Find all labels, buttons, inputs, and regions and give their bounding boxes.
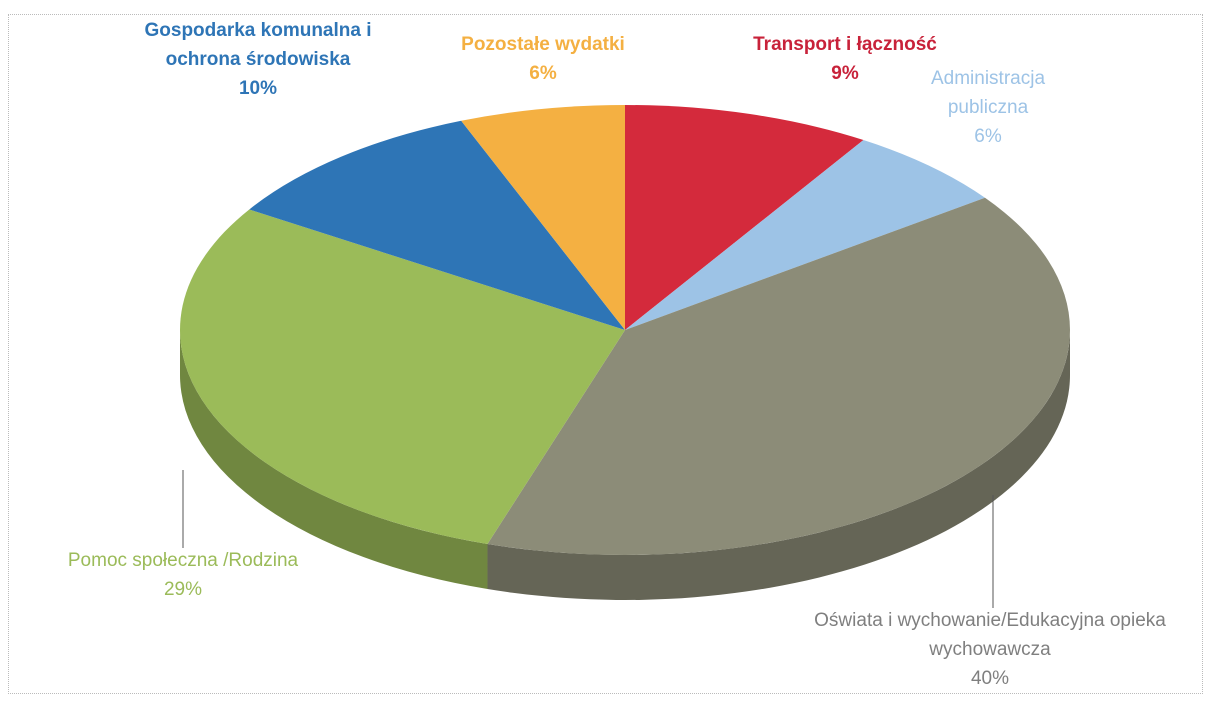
slice <box>625 140 986 330</box>
slice <box>625 105 864 330</box>
data-label: Oświata i wychowanie/Edukacyjna opieka w… <box>780 606 1200 693</box>
value-label: 6% <box>529 63 557 84</box>
category-label: Pozostałe wydatki <box>461 34 625 55</box>
slice-side <box>487 330 1071 600</box>
category-label: Transport i łączność <box>753 34 937 55</box>
value-label: 6% <box>974 126 1002 147</box>
data-label: Gospodarka komunalna i ochrona środowisk… <box>138 16 378 103</box>
category-label: Oświata i wychowanie/Edukacyjna opieka w… <box>814 610 1166 660</box>
value-label: 9% <box>831 63 859 84</box>
data-label: Pomoc społeczna /Rodzina 29% <box>23 546 343 604</box>
data-label: Transport i łączność 9% <box>715 30 975 88</box>
slice-side <box>180 330 488 589</box>
value-label: 10% <box>238 78 278 99</box>
value-label: 40% <box>970 668 1010 689</box>
category-label: Administracja publiczna <box>930 68 1046 118</box>
slice <box>179 209 626 544</box>
slice <box>487 197 1070 556</box>
slice <box>249 120 625 330</box>
data-label: Administracja publiczna 6% <box>898 64 1078 151</box>
slice <box>461 105 625 330</box>
chart-frame <box>8 14 1203 694</box>
value-label: 29% <box>163 579 203 600</box>
category-label: Pomoc społeczna /Rodzina <box>67 550 299 571</box>
data-label: Pozostałe wydatki 6% <box>433 30 653 88</box>
category-label: Gospodarka komunalna i ochrona środowisk… <box>144 20 372 70</box>
